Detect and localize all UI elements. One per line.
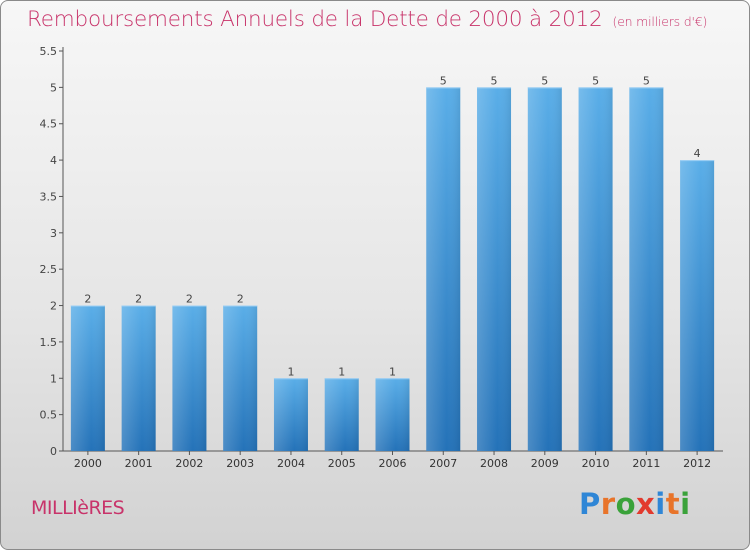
logo-letter: t [665, 487, 681, 521]
logo-letter: i [680, 487, 691, 521]
y-tick-label: 1 [50, 372, 57, 385]
x-tick-label: 2006 [379, 457, 407, 470]
x-tick-label: 2012 [683, 457, 711, 470]
data-label: 4 [694, 147, 701, 160]
logo-letter: r [600, 487, 616, 521]
data-label: 2 [135, 293, 142, 306]
bar-shading [172, 305, 207, 451]
x-tick-label: 2007 [429, 457, 457, 470]
data-label: 5 [491, 74, 498, 87]
bar-shading [629, 87, 664, 451]
x-tick-label: 2001 [125, 457, 153, 470]
data-label: 2 [237, 293, 244, 306]
x-tick-label: 2011 [632, 457, 660, 470]
x-tick-label: 2000 [74, 457, 102, 470]
x-tick-label: 2004 [277, 457, 305, 470]
x-tick-label: 2002 [175, 457, 203, 470]
bar-shading [375, 378, 410, 451]
data-label: 2 [84, 293, 91, 306]
bar-shading [426, 87, 461, 451]
y-tick-label: 5.5 [40, 45, 58, 58]
x-tick-label: 2003 [226, 457, 254, 470]
y-tick-label: 4.5 [40, 118, 58, 131]
bar-shading [680, 160, 715, 451]
data-label: 1 [389, 365, 396, 378]
bar-shading [477, 87, 512, 451]
data-label: 5 [643, 74, 650, 87]
data-label: 5 [440, 74, 447, 87]
bar-shading [121, 305, 156, 451]
y-tick-label: 3 [50, 227, 57, 240]
bar-shading [527, 87, 562, 451]
logo-letter: P [579, 487, 601, 521]
data-label: 2 [186, 293, 193, 306]
data-label: 1 [338, 365, 345, 378]
data-label: 5 [592, 74, 599, 87]
y-tick-label: 2.5 [40, 263, 58, 276]
data-label: 1 [287, 365, 294, 378]
proxiti-logo: Proxiti [579, 487, 691, 521]
x-tick-label: 2009 [531, 457, 559, 470]
bar-shading [273, 378, 308, 451]
y-tick-label: 0.5 [40, 409, 58, 422]
y-tick-label: 1.5 [40, 336, 58, 349]
logo-letter: x [636, 487, 656, 521]
y-tick-label: 3.5 [40, 190, 58, 203]
bar-shading [70, 305, 105, 451]
y-tick-label: 5 [50, 81, 57, 94]
bar-shading [223, 305, 258, 451]
x-tick-label: 2008 [480, 457, 508, 470]
logo-letter: o [615, 487, 637, 521]
bar-shading [324, 378, 359, 451]
logo-letter: i [655, 487, 666, 521]
y-tick-label: 2 [50, 300, 57, 313]
commune-name: MILLIèRES [31, 497, 125, 519]
y-tick-label: 4 [50, 154, 57, 167]
x-tick-label: 2010 [582, 457, 610, 470]
chart-subtitle: (en milliers d'€) [612, 14, 708, 29]
bar-shading [578, 87, 613, 451]
chart-title: Remboursements Annuels de la Dette de 20… [27, 7, 707, 32]
x-tick-label: 2005 [328, 457, 356, 470]
chart-title-text: Remboursements Annuels de la Dette de 20… [27, 7, 603, 32]
y-tick-label: 0 [50, 445, 57, 458]
data-label: 5 [541, 74, 548, 87]
